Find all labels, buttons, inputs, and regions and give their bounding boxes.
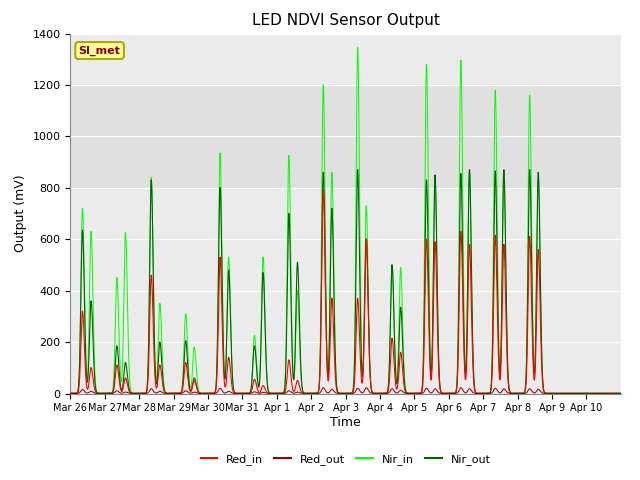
- Title: LED NDVI Sensor Output: LED NDVI Sensor Output: [252, 13, 440, 28]
- Text: SI_met: SI_met: [79, 46, 120, 56]
- X-axis label: Time: Time: [330, 416, 361, 429]
- Nir_in: [67, 390, 74, 396]
- Red_out: [617, 390, 625, 396]
- Red_in: [392, 384, 400, 390]
- Nir_out: [94, 390, 102, 396]
- Red_out: [266, 390, 273, 396]
- Red_out: [504, 390, 512, 396]
- Nir_out: [67, 390, 74, 396]
- Nir_out: [266, 390, 273, 396]
- Nir_in: [416, 390, 424, 396]
- Nir_out: [504, 368, 512, 373]
- Red_in: [617, 390, 625, 396]
- Red_in: [67, 390, 74, 396]
- Nir_in: [504, 368, 512, 374]
- Red_in: [475, 390, 483, 396]
- Line: Red_in: Red_in: [70, 190, 621, 393]
- Red_out: [416, 390, 424, 396]
- Bar: [70, 85, 621, 188]
- Red_out: [551, 390, 559, 396]
- Nir_in: [392, 376, 400, 382]
- Line: Red_out: Red_out: [70, 388, 621, 393]
- Nir_out: [475, 390, 483, 396]
- Y-axis label: Output (mV): Output (mV): [14, 175, 27, 252]
- Red_out: [67, 390, 74, 396]
- Legend: Red_in, Red_out, Nir_in, Nir_out: Red_in, Red_out, Nir_in, Nir_out: [196, 450, 495, 469]
- Red_out: [392, 390, 400, 396]
- Red_in: [416, 390, 424, 396]
- Nir_in: [475, 390, 483, 396]
- Nir_out: [552, 390, 560, 396]
- Red_out: [475, 390, 483, 396]
- Nir_in: [94, 390, 102, 396]
- Red_out: [457, 385, 465, 391]
- Red_in: [319, 187, 327, 193]
- Red_in: [266, 390, 273, 396]
- Nir_in: [266, 390, 273, 396]
- Red_in: [94, 390, 102, 396]
- Nir_in: [354, 45, 362, 50]
- Red_out: [94, 390, 102, 396]
- Red_in: [552, 390, 560, 396]
- Nir_out: [617, 390, 625, 396]
- Nir_out: [416, 390, 424, 396]
- Line: Nir_out: Nir_out: [70, 169, 621, 393]
- Nir_out: [500, 167, 508, 172]
- Nir_out: [392, 376, 400, 382]
- Nir_in: [617, 390, 625, 396]
- Line: Nir_in: Nir_in: [70, 48, 621, 393]
- Nir_in: [552, 390, 560, 396]
- Red_in: [504, 375, 512, 381]
